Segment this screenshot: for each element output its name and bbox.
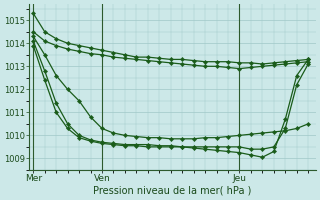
X-axis label: Pression niveau de la mer( hPa ): Pression niveau de la mer( hPa ) [93, 186, 252, 196]
